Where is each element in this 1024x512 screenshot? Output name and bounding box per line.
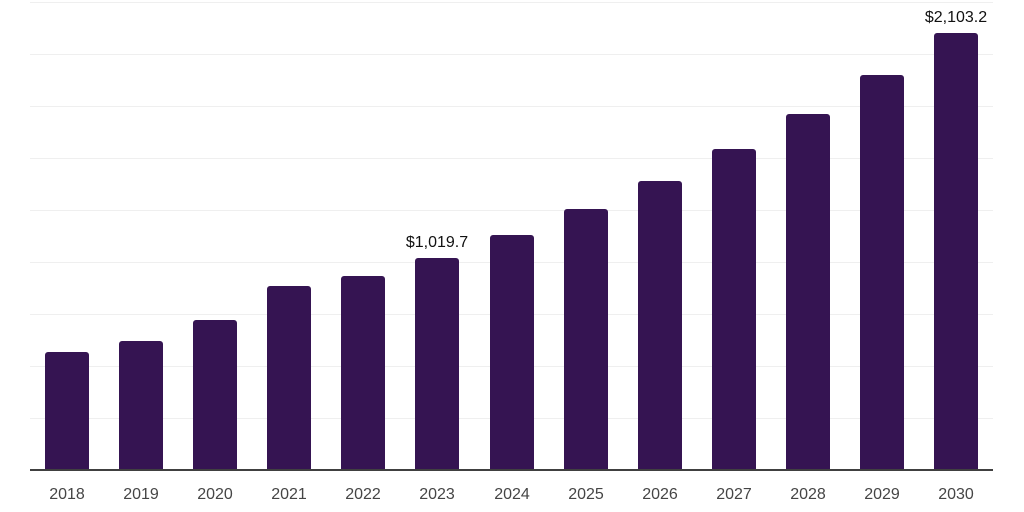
x-tick-label-2025: 2025 — [568, 486, 604, 503]
bar-2026[interactable] — [638, 181, 682, 470]
bar-2024[interactable] — [490, 235, 534, 470]
x-axis-line — [30, 469, 993, 471]
bar-2021[interactable] — [267, 286, 311, 470]
bar-2030[interactable] — [934, 33, 978, 470]
value-label-2023: $1,019.7 — [405, 234, 469, 251]
bar-2029[interactable] — [860, 75, 904, 470]
x-tick-label-2030: 2030 — [938, 486, 974, 503]
x-tick-label-2020: 2020 — [197, 486, 233, 503]
bar-2018[interactable] — [45, 352, 89, 470]
bar-2025[interactable] — [564, 209, 608, 470]
bar-2028[interactable] — [786, 114, 830, 470]
bar-2023[interactable] — [415, 258, 459, 470]
x-tick-label-2021: 2021 — [271, 486, 307, 503]
gridline — [30, 158, 993, 159]
gridline — [30, 54, 993, 55]
bar-2019[interactable] — [119, 341, 163, 470]
bar-2022[interactable] — [341, 276, 385, 470]
x-tick-label-2028: 2028 — [790, 486, 826, 503]
x-tick-label-2027: 2027 — [716, 486, 752, 503]
x-tick-label-2023: 2023 — [419, 486, 455, 503]
value-label-2030: $2,103.2 — [924, 9, 988, 26]
x-tick-label-2026: 2026 — [642, 486, 678, 503]
bar-2020[interactable] — [193, 320, 237, 470]
x-tick-label-2022: 2022 — [345, 486, 381, 503]
x-tick-label-2029: 2029 — [864, 486, 900, 503]
bar-2027[interactable] — [712, 149, 756, 470]
gridline — [30, 210, 993, 211]
x-tick-label-2019: 2019 — [123, 486, 159, 503]
gridline — [30, 106, 993, 107]
x-tick-label-2024: 2024 — [494, 486, 530, 503]
gridline — [30, 2, 993, 3]
x-tick-label-2018: 2018 — [49, 486, 85, 503]
